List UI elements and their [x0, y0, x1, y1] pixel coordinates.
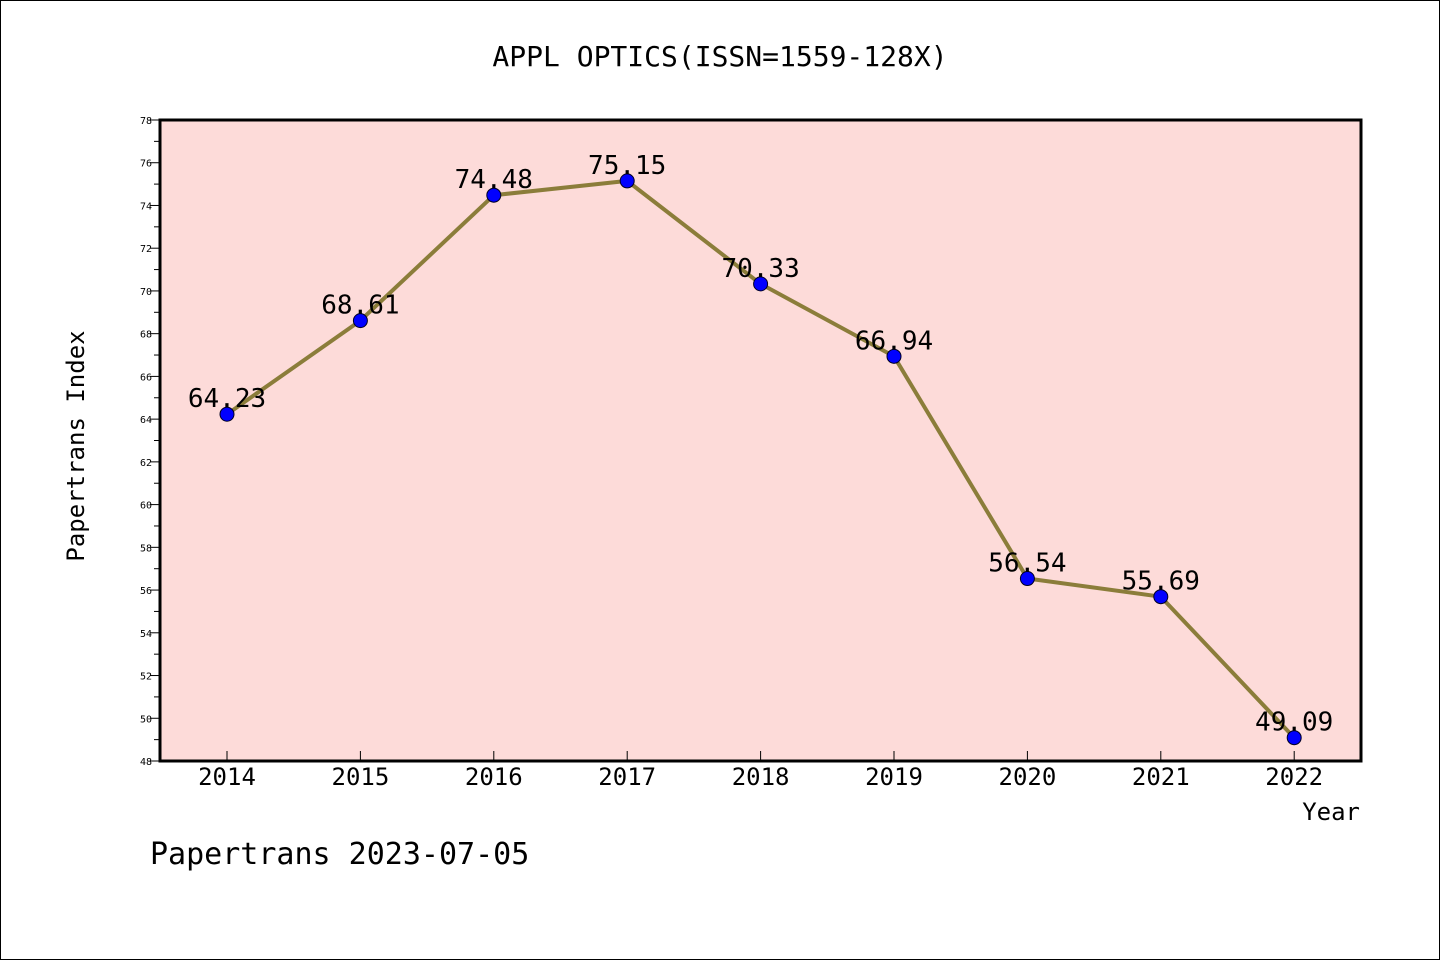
x-tick-label: 2021 [1132, 763, 1190, 791]
y-tick-label: 60 [140, 501, 152, 512]
x-tick-label: 2019 [865, 763, 923, 791]
data-label: 56.54 [988, 549, 1066, 579]
data-point [486, 187, 502, 203]
data-markers [219, 173, 1302, 746]
x-tick-label: 2018 [732, 763, 790, 791]
y-tick-label: 74 [140, 201, 152, 212]
x-tick-label: 2014 [198, 763, 256, 791]
y-tick-label: 64 [140, 415, 152, 426]
data-point [753, 276, 769, 292]
y-tick-label: 72 [140, 244, 152, 255]
data-labels: 64.23 68.61 74.48 75.15 70.33 66.94 56.54 55.69… [188, 151, 1333, 738]
y-tick-label: 56 [140, 586, 152, 597]
y-tick-label: 68 [140, 330, 152, 341]
data-label: 55.69 [1122, 567, 1200, 597]
data-label: 75.15 [588, 151, 666, 181]
data-label: 74.48 [455, 165, 533, 195]
y-tick-label: 70 [140, 287, 152, 298]
y-tick-label: 50 [140, 714, 152, 725]
y-tick-label: 48 [140, 757, 152, 768]
x-tick-label: 2016 [465, 763, 523, 791]
x-axis: 2014 2015 2016 2017 2018 2019 2020 2021 2022 [198, 751, 1323, 791]
y-tick-label: 54 [140, 629, 152, 640]
y-tick-label: 66 [140, 372, 152, 383]
x-axis-label: Year [1302, 798, 1360, 826]
data-point [352, 313, 368, 329]
data-label: 49.09 [1255, 708, 1333, 738]
y-tick-label: 62 [140, 458, 152, 469]
data-point [219, 406, 235, 422]
data-point [1286, 730, 1302, 746]
x-tick-label: 2017 [598, 763, 656, 791]
y-tick-label: 52 [140, 672, 152, 683]
data-label: 64.23 [188, 384, 266, 414]
data-point [1019, 571, 1035, 587]
footer-date-stamp: Papertrans 2023-07-05 [150, 837, 529, 872]
chart-title: APPL OPTICS(ISSN=1559-128X) [492, 40, 947, 73]
data-point [1153, 589, 1169, 605]
y-tick-label: 76 [140, 159, 152, 170]
x-tick-label: 2022 [1265, 763, 1323, 791]
data-label: 68.61 [321, 291, 399, 321]
data-point [619, 173, 635, 189]
x-tick-label: 2020 [999, 763, 1057, 791]
data-label: 66.94 [855, 326, 933, 356]
y-tick-label: 58 [140, 543, 152, 554]
y-tick-label: 78 [140, 116, 152, 127]
data-label: 70.33 [721, 254, 799, 284]
x-tick-label: 2015 [332, 763, 390, 791]
y-axis-label: Papertrans Index [62, 330, 90, 561]
plot-area [158, 118, 1363, 763]
y-axis: 48 50 52 54 56 58 60 62 64 66 68 70 72 74 76 78 [140, 116, 160, 768]
data-point [886, 348, 902, 364]
